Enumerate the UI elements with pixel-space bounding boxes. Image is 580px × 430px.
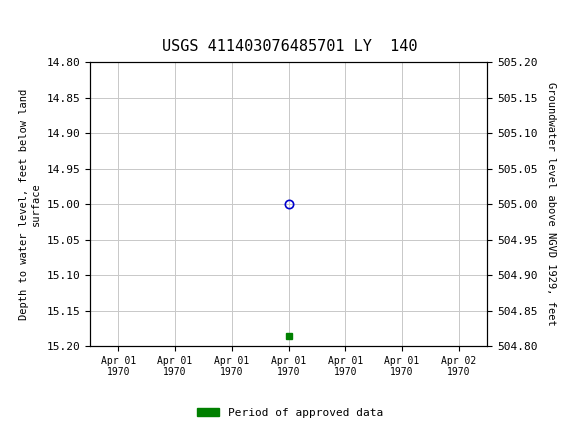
- Y-axis label: Groundwater level above NGVD 1929, feet: Groundwater level above NGVD 1929, feet: [546, 83, 556, 326]
- Text: USGS 411403076485701 LY  140: USGS 411403076485701 LY 140: [162, 39, 418, 54]
- Text: USGS: USGS: [32, 13, 96, 33]
- Y-axis label: Depth to water level, feet below land
surface: Depth to water level, feet below land su…: [19, 89, 41, 320]
- Legend: Period of approved data: Period of approved data: [193, 403, 387, 422]
